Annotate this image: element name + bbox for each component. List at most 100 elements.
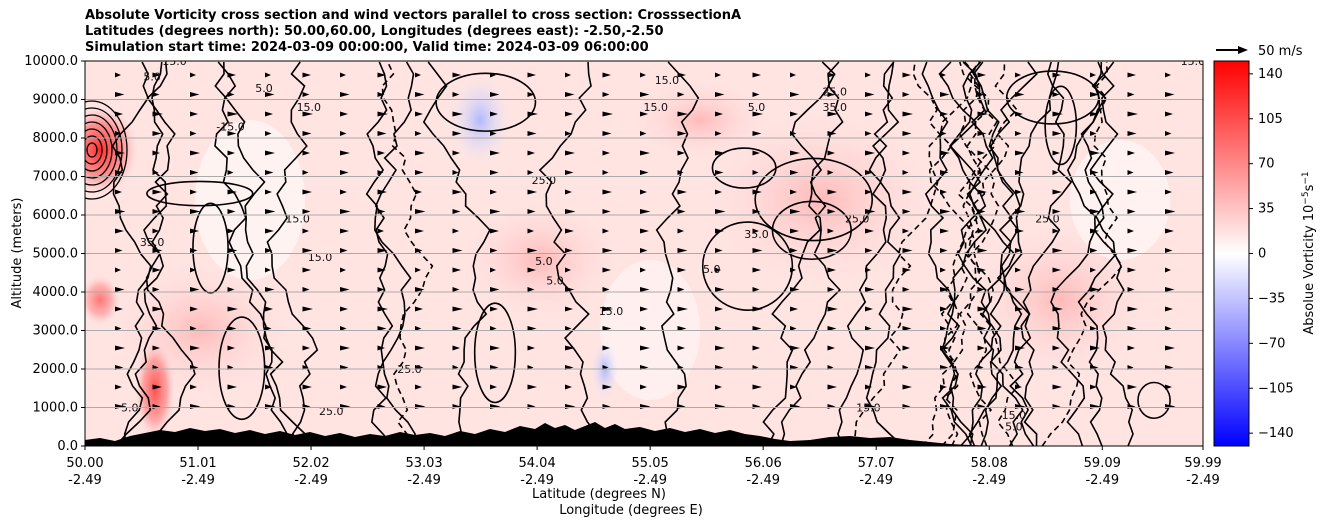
wind-vector [527, 228, 534, 234]
wind-vector [265, 131, 272, 136]
wind-vector [865, 267, 871, 273]
wind-vector [1090, 306, 1098, 312]
wind-vector [415, 384, 422, 390]
wind-vector [377, 306, 388, 312]
wind-vector [152, 111, 163, 117]
wind-vector [377, 326, 387, 331]
wind-vector [902, 111, 913, 117]
wind-vector [340, 384, 347, 390]
wind-vector [115, 306, 123, 312]
wind-vector [940, 131, 947, 136]
wind-vector [115, 189, 122, 195]
x-tick-label-longitude: -2.49 [520, 473, 554, 488]
wind-vector [677, 189, 687, 195]
wind-vector [790, 306, 798, 312]
x-tick-label-longitude: -2.49 [294, 473, 328, 488]
colorbar-tick-label: −70 [1258, 336, 1285, 351]
wind-vector [1127, 267, 1136, 273]
wind-vector [715, 150, 725, 156]
wind-vector [677, 111, 688, 117]
wind-vector [527, 345, 535, 351]
colorbar-label: Absolue Vorticity 10−5s−1 [1301, 171, 1317, 334]
wind-vector [940, 72, 946, 78]
wind-vector [602, 248, 613, 253]
wind-vector [752, 189, 762, 195]
wind-vector [790, 131, 797, 136]
wind-vector [977, 189, 987, 195]
wind-vector [677, 345, 685, 351]
wind-vector [1052, 92, 1060, 97]
contour-line [381, 61, 434, 446]
contour-loop [1044, 85, 1078, 166]
wind-vector [340, 92, 350, 97]
wind-vector [1090, 228, 1099, 234]
wind-vector [865, 131, 872, 136]
contour-ring [85, 114, 118, 186]
wind-vector [1090, 150, 1100, 156]
wind-vector [490, 72, 496, 78]
wind-vector [340, 209, 351, 214]
wind-vector [527, 326, 537, 331]
wind-vector [1127, 189, 1137, 195]
wind-vector [1052, 287, 1060, 292]
wind-vector [452, 248, 463, 253]
wind-vector [902, 384, 912, 390]
wind-vector [640, 384, 647, 390]
wind-vector [265, 326, 272, 331]
title-line-1: Absolute Vorticity cross section and win… [85, 8, 742, 23]
wind-vector [902, 306, 913, 312]
wind-vector [1015, 384, 1022, 390]
wind-vector [902, 228, 909, 234]
wind-vector [340, 267, 346, 273]
wind-vector [152, 248, 163, 253]
wind-vector [227, 131, 237, 136]
wind-vector [902, 170, 909, 175]
contour-labels: 15.05.0-15.05.015.015.015.035.025.025.05… [121, 61, 1203, 434]
wind-vector [1165, 306, 1173, 312]
wind-vector [190, 111, 198, 117]
wind-vector [827, 92, 835, 97]
colorbar-gradient [1213, 60, 1250, 447]
wind-vector [1015, 345, 1025, 351]
wind-vector [640, 189, 647, 195]
wind-vector [1052, 248, 1063, 253]
wind-vector [715, 248, 723, 253]
wind-vector [827, 131, 837, 136]
wind-vector [340, 150, 350, 156]
wind-vector [827, 228, 834, 234]
wind-vector [790, 267, 796, 273]
wind-vector [790, 209, 801, 214]
wind-vector [452, 72, 461, 78]
wind-vector [302, 72, 311, 78]
wind-vector [602, 92, 610, 97]
wind-vector [1052, 150, 1060, 156]
vorticity-field: 15.05.0-15.05.015.015.015.035.025.025.05… [85, 61, 1203, 446]
wind-vector [902, 345, 910, 351]
contour-label: 5.0 [255, 82, 273, 95]
wind-vector [827, 326, 837, 331]
wind-vector [490, 111, 498, 117]
wind-vector [527, 189, 537, 195]
wind-vector [1052, 209, 1061, 214]
wind-vector [1090, 189, 1097, 195]
wind-vector [1090, 248, 1098, 253]
wind-vector [1015, 287, 1025, 292]
wind-vector [790, 92, 800, 97]
wind-vector [1165, 384, 1172, 390]
wind-vector [865, 170, 874, 175]
wind-vector [115, 150, 125, 156]
wind-vector [865, 326, 872, 331]
wind-vector [302, 384, 312, 390]
wind-vector [190, 345, 200, 351]
wind-vector [602, 345, 610, 351]
wind-vector [865, 384, 872, 390]
wind-vector [1127, 111, 1138, 117]
wind-vector [377, 111, 388, 117]
wind-vector [115, 248, 123, 253]
contour-loop [754, 157, 874, 242]
wind-vector [752, 150, 760, 156]
wind-vector [1015, 306, 1023, 312]
wind-vector [1015, 228, 1024, 234]
contour-loop [192, 202, 229, 294]
wind-vector [1127, 209, 1136, 214]
